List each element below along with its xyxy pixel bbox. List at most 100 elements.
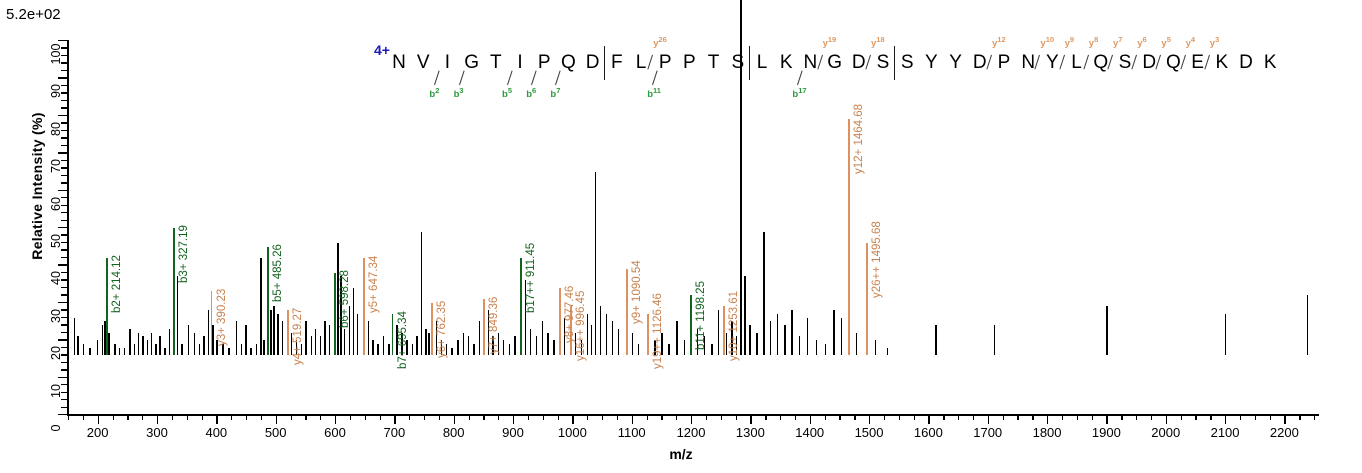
y-ion-label: y7	[1113, 35, 1123, 50]
b-ion-label: b2	[429, 86, 440, 101]
x-tick-minor	[1017, 415, 1019, 420]
x-tick-minor	[171, 415, 174, 420]
peak-unlabeled	[661, 332, 663, 355]
x-tick-minor	[246, 415, 248, 420]
peak-unlabeled	[574, 332, 577, 355]
x-tick-minor	[1136, 415, 1138, 420]
sequence-residue: Y	[1046, 52, 1059, 73]
peak-y-ion	[482, 298, 485, 355]
x-tick-label: 1800	[1032, 425, 1062, 440]
x-tick-minor	[498, 415, 500, 420]
y-ion-label: y6	[1137, 35, 1147, 50]
x-tick-label: 2100	[1210, 425, 1240, 440]
x-tick-minor	[68, 415, 70, 420]
x-tick-label: 1900	[1091, 425, 1121, 440]
peak-label: y16++ 996.45	[575, 291, 588, 362]
x-tick-label: 200	[86, 425, 109, 440]
x-tick-minor	[290, 415, 292, 420]
peak-unlabeled	[487, 310, 489, 355]
peak-y-ion	[210, 291, 213, 355]
y-tick	[58, 339, 67, 341]
x-tick	[513, 415, 515, 424]
x-axis-line	[67, 414, 1319, 416]
x-tick-minor	[587, 415, 589, 420]
y-ion-label: y4	[1185, 35, 1196, 50]
sequence-residue: F	[610, 52, 623, 73]
peak-unlabeled	[618, 328, 620, 355]
peak-unlabeled	[535, 336, 537, 355]
x-tick-minor	[735, 415, 737, 420]
sequence-divider-tick	[894, 46, 896, 80]
peak-unlabeled	[216, 340, 218, 355]
sequence-residue: D	[1239, 52, 1253, 73]
y-tick-minor	[61, 197, 67, 199]
x-tick-minor	[112, 415, 114, 420]
peak-label: b11+ 1198.25	[694, 281, 707, 351]
peak-unlabeled	[497, 332, 499, 355]
peak-unlabeled	[763, 231, 765, 355]
peak-unlabeled	[263, 340, 265, 355]
peak-unlabeled	[769, 321, 772, 355]
peak-unlabeled	[1106, 306, 1108, 355]
x-tick-minor	[883, 415, 886, 420]
x-tick-minor	[839, 415, 841, 420]
x-tick-minor	[1002, 415, 1004, 420]
x-tick-minor	[379, 415, 381, 420]
peak-unlabeled	[133, 343, 136, 355]
y-tick-minor	[61, 369, 67, 371]
x-tick-minor	[1121, 415, 1123, 420]
y-tick	[58, 301, 67, 304]
peak-label: b6+ 598.28	[338, 269, 351, 328]
b-ion-label: b7	[550, 86, 561, 101]
peak-unlabeled	[833, 310, 835, 355]
x-tick	[335, 415, 337, 424]
peak-unlabeled	[637, 343, 640, 355]
sequence-residue: P	[683, 52, 696, 73]
y-tick-minor	[61, 331, 67, 334]
peak-unlabeled	[731, 321, 733, 355]
sequence-residue: P	[997, 52, 1011, 73]
sequence-divider-tick	[603, 46, 606, 80]
sequence-residue: E	[1191, 52, 1204, 73]
peak-unlabeled	[281, 321, 283, 355]
plot-area[interactable]	[0, 0, 1362, 414]
x-tick	[216, 415, 218, 424]
peak-y-ion	[570, 306, 573, 355]
clipped-label-fragment: —	[560, 7, 573, 13]
x-tick-label: 500	[264, 425, 287, 440]
y-tick-minor	[61, 54, 67, 57]
peak-unlabeled	[611, 321, 613, 355]
y-ion-label: y26	[653, 35, 667, 50]
x-tick-minor	[127, 415, 129, 420]
peak-unlabeled	[388, 343, 390, 355]
peak-unlabeled	[300, 343, 302, 355]
x-tick-minor	[1061, 415, 1064, 420]
y-tick-minor	[61, 122, 67, 124]
peak-unlabeled	[250, 347, 252, 355]
peak-unlabeled	[73, 317, 76, 355]
y-axis-line	[67, 40, 69, 415]
peak-y-ion	[431, 302, 434, 355]
peak-unlabeled	[553, 340, 555, 355]
x-tick-minor	[720, 415, 722, 420]
x-tick-minor	[1314, 415, 1316, 420]
peak-unlabeled	[580, 340, 583, 355]
peak-unlabeled	[181, 343, 183, 355]
y-tick-minor	[61, 406, 67, 408]
clipped-top-strip: ——————————	[330, 0, 1230, 13]
peak-label: y12+ 1464.68	[853, 104, 866, 175]
peak-unlabeled	[138, 332, 140, 355]
x-tick	[1225, 415, 1227, 424]
x-tick	[97, 415, 99, 424]
peak-unlabeled	[815, 340, 818, 355]
sequence-residue: S	[1118, 52, 1132, 73]
y-tick-minor	[61, 234, 67, 236]
peak-label: y3+ 390.23	[215, 289, 228, 347]
x-tick-minor	[1269, 415, 1271, 420]
x-tick-minor	[424, 415, 426, 420]
sequence-residue: D	[1142, 52, 1157, 73]
y-tick-minor	[61, 249, 67, 251]
peak-unlabeled	[277, 313, 279, 355]
peak-unlabeled	[222, 343, 224, 355]
